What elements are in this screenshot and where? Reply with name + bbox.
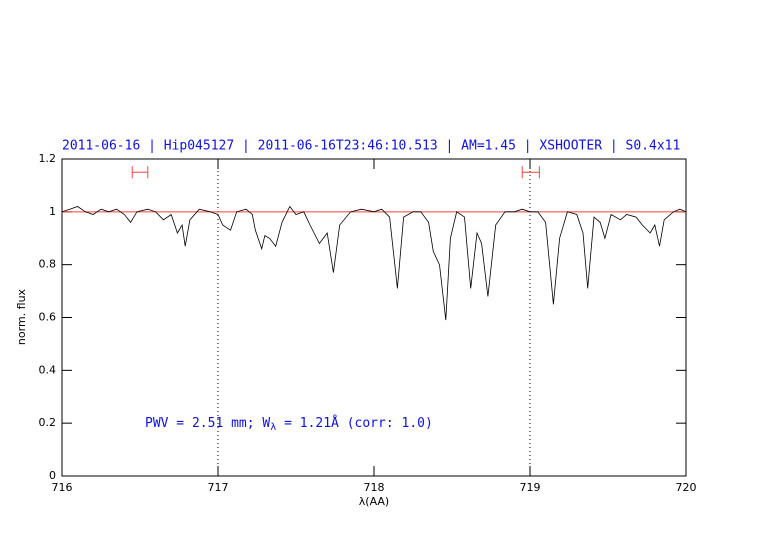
x-tick-label: 717 bbox=[208, 481, 229, 494]
spectrum-line bbox=[61, 205, 687, 321]
y-tick-label: 0 bbox=[49, 469, 56, 482]
annotation: PWV = 2.51 mm; Wλ = 1.21Å (corr: 1.0) bbox=[145, 415, 433, 434]
annotation-subscript: λ bbox=[270, 422, 276, 433]
x-tick-label: 716 bbox=[52, 481, 73, 494]
x-tick-label: 720 bbox=[676, 481, 697, 494]
x-axis-label: λ(AA) bbox=[359, 495, 389, 508]
y-tick-label: 0.2 bbox=[39, 416, 57, 429]
annotation-text: PWV = 2.51 mm; W bbox=[145, 416, 270, 431]
range-marker bbox=[521, 166, 540, 179]
y-tick-label: 1 bbox=[49, 205, 56, 218]
annotation-rest: = 1.21Å (corr: 1.0) bbox=[276, 415, 433, 431]
x-tick-label: 719 bbox=[520, 481, 541, 494]
chart-title: 2011-06-16 | Hip045127 | 2011-06-16T23:4… bbox=[62, 139, 680, 154]
x-tick-label: 718 bbox=[364, 481, 385, 494]
y-tick-label: 0.6 bbox=[39, 311, 57, 324]
y-tick-label: 0.8 bbox=[39, 258, 57, 271]
range-marker bbox=[131, 166, 149, 179]
y-tick-label: 1.2 bbox=[39, 152, 57, 165]
y-axis-label: norm. flux bbox=[15, 288, 28, 345]
y-tick-label: 0.4 bbox=[39, 363, 57, 376]
